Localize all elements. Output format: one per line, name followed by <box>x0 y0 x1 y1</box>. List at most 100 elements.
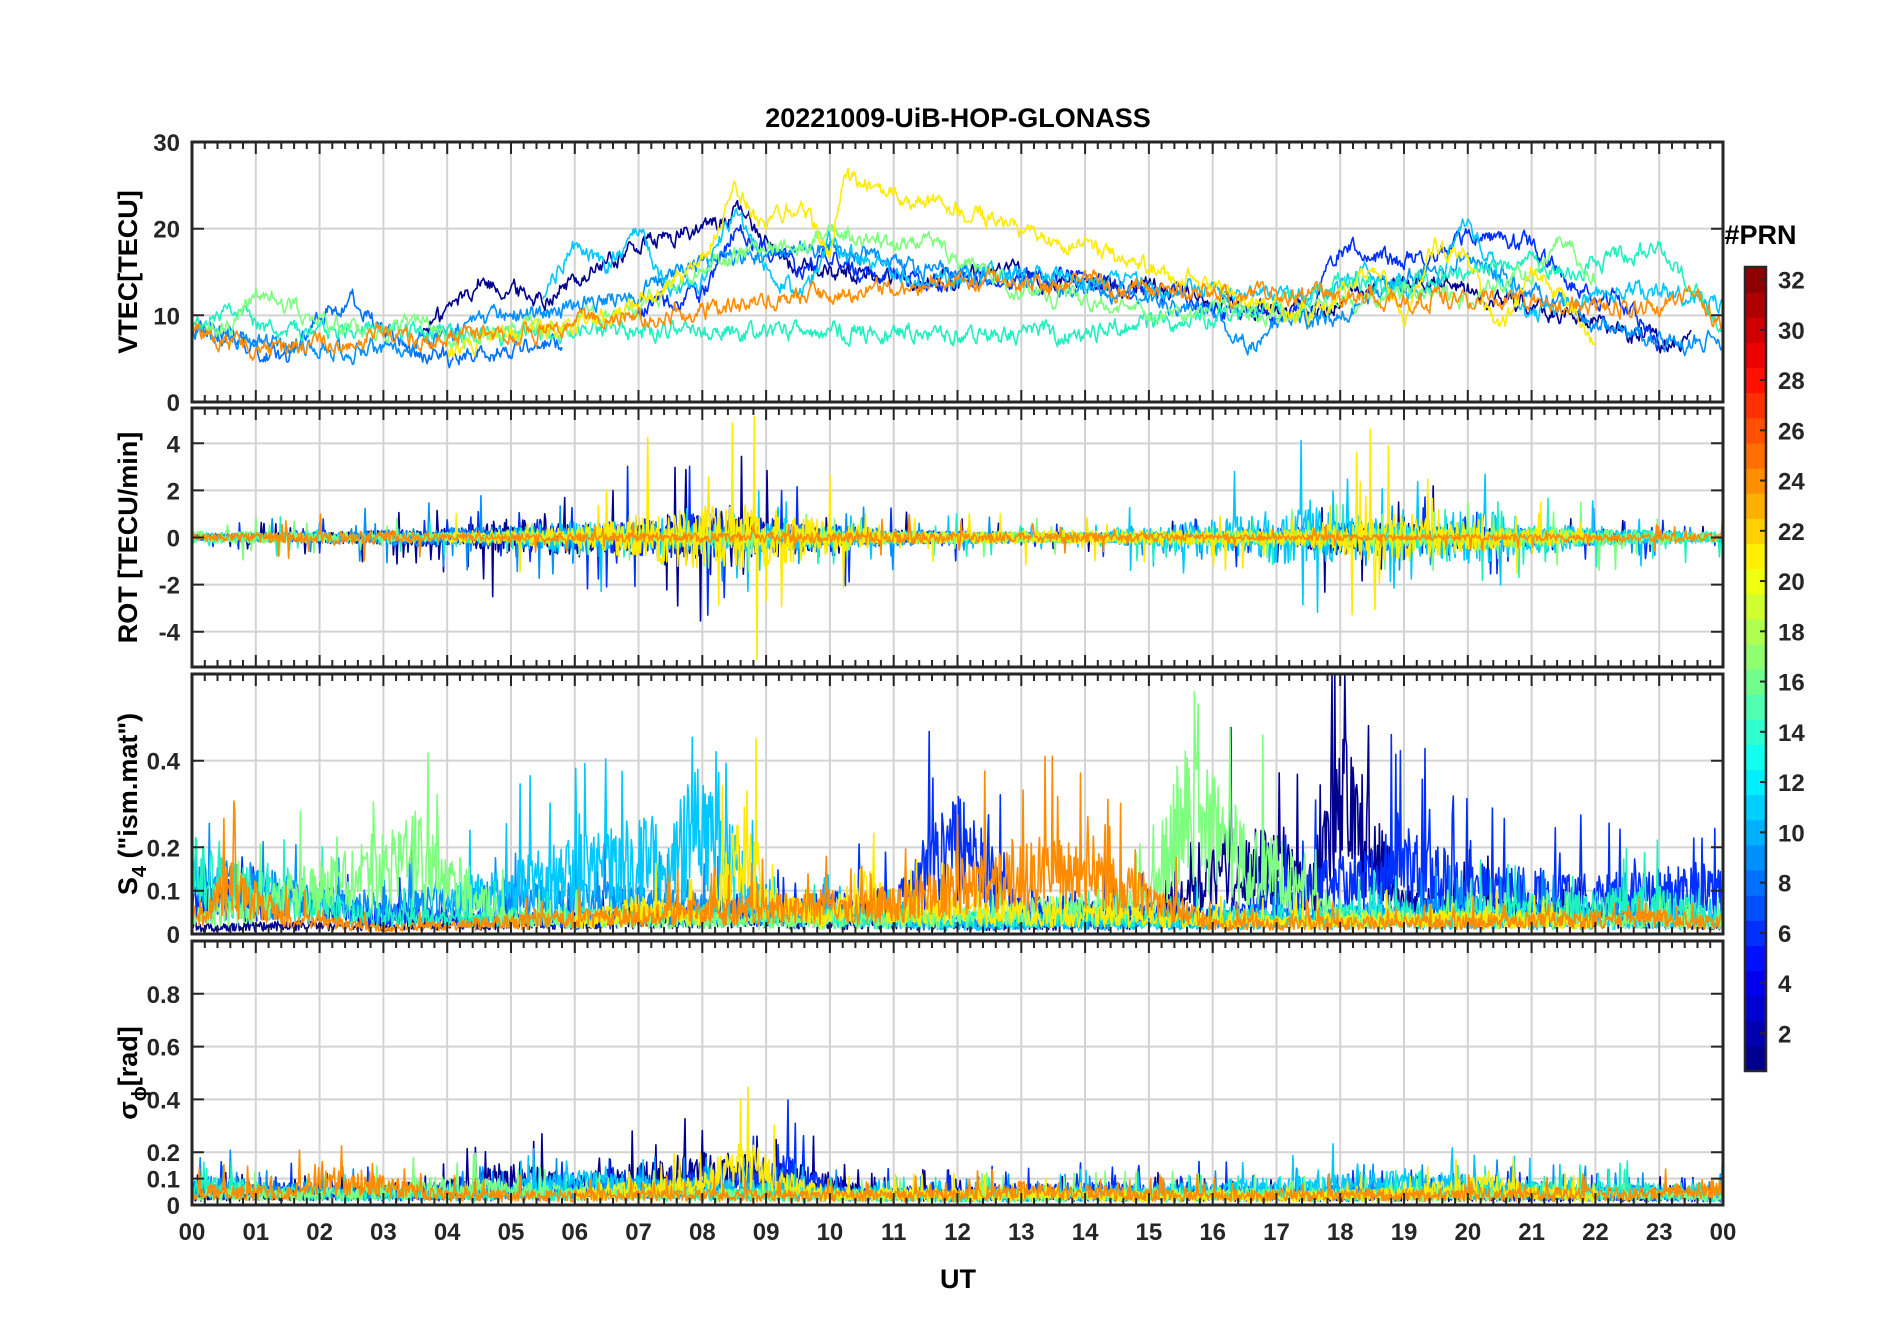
x-tick-label: 01 <box>242 1219 269 1246</box>
colorbar-segment <box>1745 794 1766 821</box>
series-prn-20 <box>446 167 1597 358</box>
x-tick-label: 16 <box>1199 1219 1226 1246</box>
colorbar-segment <box>1745 618 1766 645</box>
y-label-subscript: ϕ <box>129 1086 151 1101</box>
colorbar-segment <box>1745 995 1766 1022</box>
colorbar-tick-label: 8 <box>1778 871 1791 898</box>
panel-sigphi: 00.10.2 0.4 0.6 0.8 σϕ[rad] <box>113 939 1725 1220</box>
x-tick-label: 18 <box>1327 1219 1354 1246</box>
colorbar-segment <box>1745 342 1766 369</box>
series-prn-12 <box>542 208 1723 323</box>
colorbar-label: #PRN <box>1724 220 1796 250</box>
chart-title: 20221009-UiB-HOP-GLONASS <box>765 103 1151 133</box>
y-label-subscript: 4 <box>129 865 151 877</box>
x-tick-label: 17 <box>1263 1219 1290 1246</box>
tick-marks-vtec <box>191 141 1724 403</box>
y-tick-label: 0.4 <box>147 749 181 776</box>
colorbar-segment <box>1745 945 1766 972</box>
y-tick-label: 0.1 <box>147 879 180 906</box>
colorbar-tick-label: 6 <box>1778 921 1791 948</box>
y-tick-label: 4 <box>167 431 181 458</box>
colorbar-segment <box>1745 392 1766 419</box>
x-tick-label: 22 <box>1582 1219 1609 1246</box>
series-prn-17 <box>192 691 1723 931</box>
colorbar-segment <box>1745 920 1766 946</box>
colorbar-tick-label: 26 <box>1778 418 1805 445</box>
x-tick-label: 03 <box>370 1219 397 1246</box>
colorbar-segment <box>1745 819 1766 846</box>
colorbar-segment <box>1745 1045 1766 1072</box>
colorbar-segment <box>1745 744 1766 771</box>
colorbar-tick-label: 24 <box>1778 469 1805 496</box>
y-tick-label: 30 <box>153 130 180 157</box>
y-tick-label: 0.6 <box>147 1035 180 1062</box>
y-label-suffix: ("ism.mat") <box>113 713 143 866</box>
colorbar-tick-label: 18 <box>1778 619 1805 646</box>
series-prn-23 <box>192 268 1723 361</box>
series-group-rot <box>192 415 1723 661</box>
colorbar-segment <box>1745 844 1766 871</box>
x-tick-label: 04 <box>434 1219 461 1246</box>
colorbar-segment <box>1745 468 1766 494</box>
colorbar-segment <box>1745 518 1766 544</box>
x-tick-label: 23 <box>1646 1219 1673 1246</box>
colorbar-segment <box>1745 669 1766 695</box>
colorbar-segment <box>1745 442 1766 469</box>
colorbar-tick-label: 14 <box>1778 720 1805 747</box>
y-tick-label: 20 <box>153 217 180 244</box>
y-tick-label: 0 <box>167 1193 180 1220</box>
y-tick-label: 0.4 <box>147 1087 181 1114</box>
colorbar-tick-label: 22 <box>1778 519 1805 546</box>
colorbar-segment <box>1745 292 1766 318</box>
tick-marks-rot <box>191 408 1724 667</box>
colorbar-segment <box>1745 593 1766 620</box>
x-tick-label: 21 <box>1518 1219 1545 1246</box>
y-tick-label: 0.2 <box>147 835 180 862</box>
colorbar-segment <box>1745 493 1766 519</box>
x-tick-label: 13 <box>1008 1219 1035 1246</box>
x-tick-label: 09 <box>753 1219 780 1246</box>
colorbar-frame <box>1743 265 1768 1073</box>
colorbar-tick-label: 28 <box>1778 368 1805 395</box>
series-prn-23 <box>192 513 1723 562</box>
colorbar-segment <box>1745 568 1766 595</box>
x-tick-label: 11 <box>881 1219 906 1246</box>
tick-marks-s4 <box>191 674 1724 935</box>
colorbar-tick-label: 2 <box>1778 1021 1791 1048</box>
y-tick-label: -2 <box>159 573 180 600</box>
x-tick-label: 15 <box>1136 1219 1163 1246</box>
x-tick-label: 08 <box>689 1219 716 1246</box>
y-tick-label: 0.8 <box>147 982 180 1009</box>
series-prn-15 <box>192 240 1723 348</box>
x-tick-label: 10 <box>817 1219 844 1246</box>
x-tick-label: 02 <box>306 1219 333 1246</box>
y-tick-label: 10 <box>153 303 180 330</box>
y-tick-label: 2 <box>167 478 180 505</box>
x-tick-label: 14 <box>1072 1219 1099 1246</box>
x-tick-label: 00 <box>1710 1219 1737 1246</box>
x-tick-label: 12 <box>944 1219 971 1246</box>
x-tick-label: 05 <box>498 1219 525 1246</box>
y-tick-label: 0 <box>167 922 180 949</box>
colorbar-tick-label: 20 <box>1778 569 1805 596</box>
panel-rot: -4 -2 0 2 4 ROT [TECU/min] <box>113 406 1725 669</box>
y-tick-label: 0.2 <box>147 1140 180 1167</box>
colorbar-segment <box>1745 694 1766 720</box>
x-tick-label: 07 <box>625 1219 652 1246</box>
y-axis-label-sigphi: σϕ[rad] <box>113 1026 151 1119</box>
colorbar-segment <box>1745 317 1766 343</box>
colorbar-tick-label: 12 <box>1778 770 1805 797</box>
colorbar-tick-label: 4 <box>1778 971 1792 998</box>
colorbar-segment <box>1745 719 1766 745</box>
colorbar-segment <box>1745 643 1766 670</box>
colorbar-tick-label: 16 <box>1778 670 1805 697</box>
y-tick-label: 0 <box>167 390 180 417</box>
x-tick-label: 00 <box>179 1219 206 1246</box>
colorbar-segment <box>1745 769 1766 796</box>
colorbar-segment <box>1745 417 1766 444</box>
y-label-main: σ <box>113 1101 143 1119</box>
